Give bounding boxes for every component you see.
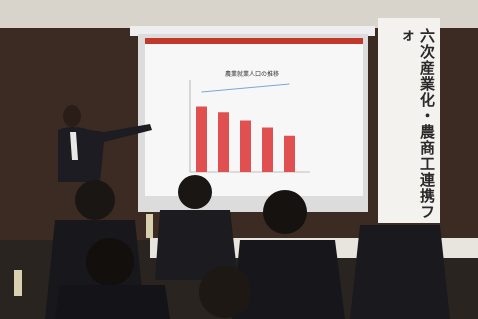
- audience-body: [232, 240, 345, 319]
- audience-body: [350, 225, 450, 319]
- slide-bar: [218, 112, 229, 172]
- audience-head: [263, 190, 307, 234]
- banner-title: 六次産業化・農商工連携フォ: [396, 28, 438, 223]
- audience-body: [55, 285, 170, 319]
- audience-head: [86, 238, 134, 286]
- bottle: [146, 214, 153, 238]
- audience-head: [199, 266, 251, 318]
- slide-bar: [284, 136, 295, 172]
- slide-bar: [262, 128, 273, 173]
- photo: 農業就業人口の推移 六次産業化・農商工連携フォ: [0, 0, 478, 319]
- audience-head: [75, 180, 115, 220]
- slide-bar: [196, 107, 207, 173]
- audience-head: [178, 175, 212, 209]
- slide-bar: [240, 121, 251, 173]
- bottle: [14, 270, 22, 296]
- banner: 六次産業化・農商工連携フォ: [378, 18, 440, 223]
- slide-title: 農業就業人口の推移: [225, 70, 279, 78]
- presenter-head: [63, 105, 81, 127]
- slide-top-bar: [145, 38, 363, 44]
